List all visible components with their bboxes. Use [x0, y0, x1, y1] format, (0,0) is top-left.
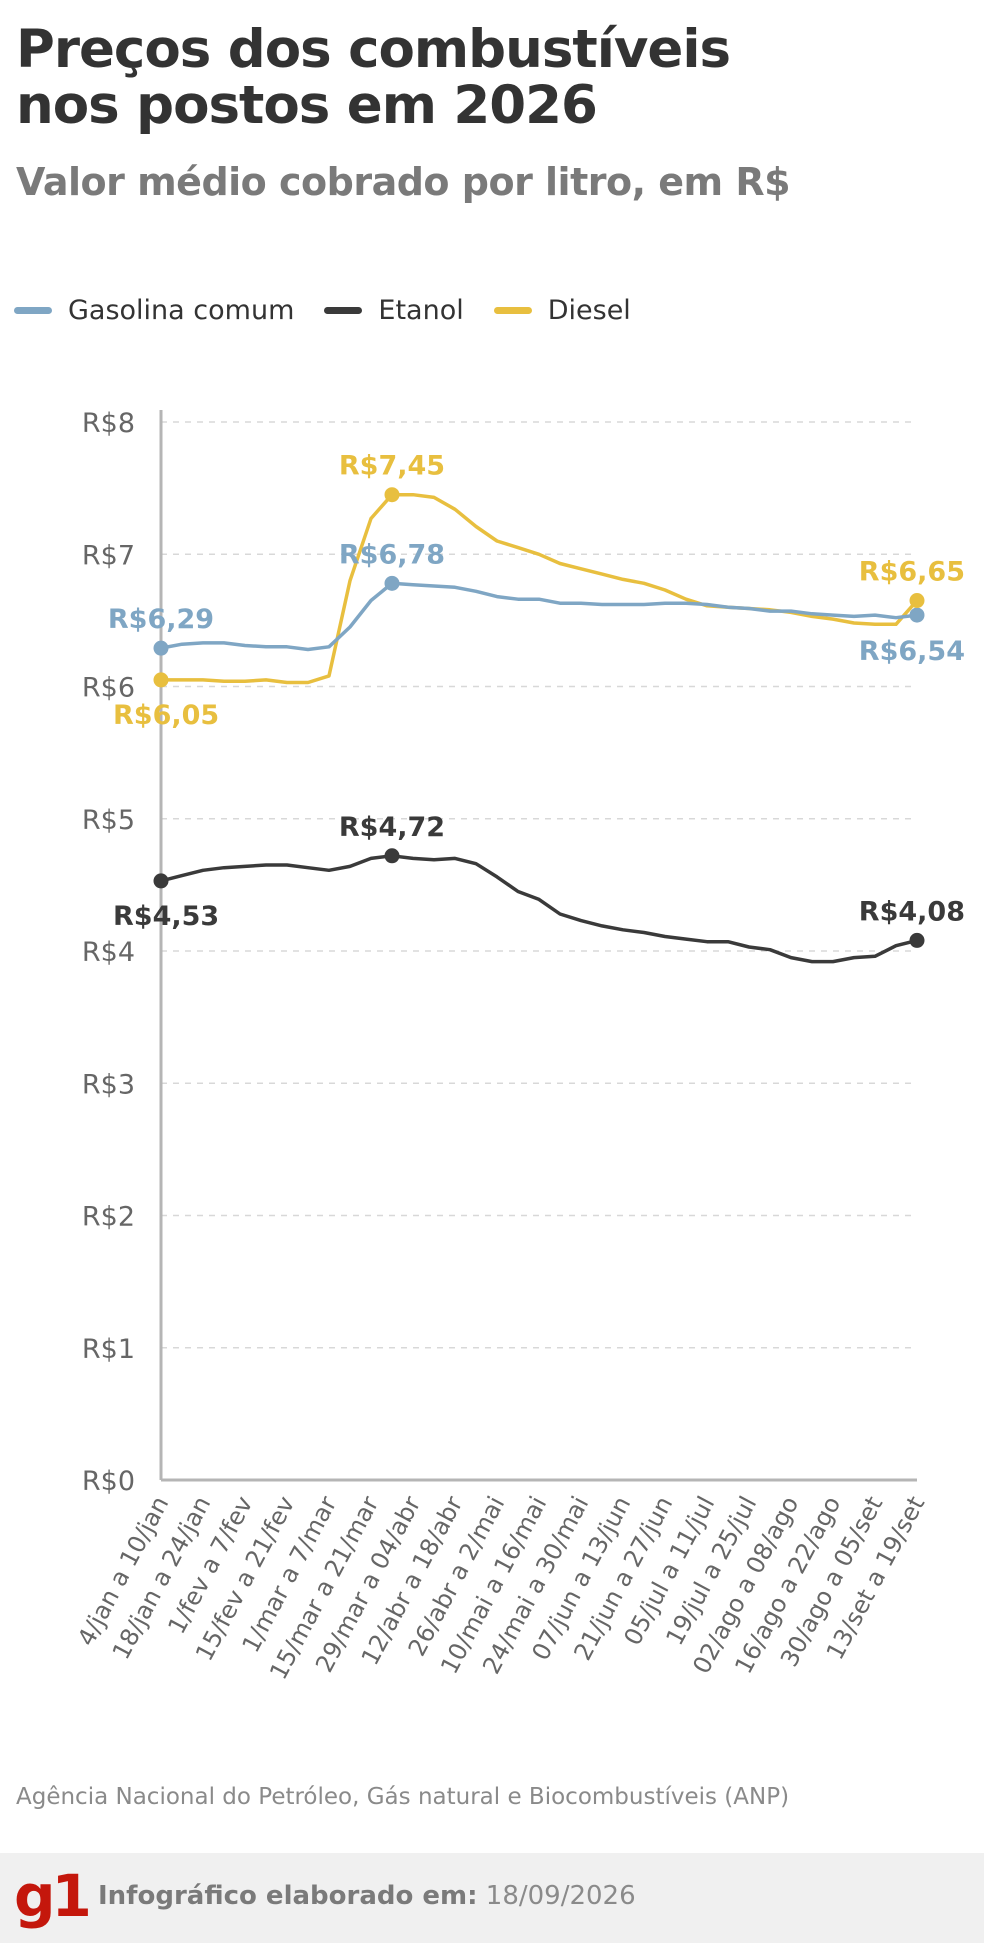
y-tick-label: R$7: [82, 540, 135, 571]
legend-swatch-diesel: [493, 307, 532, 314]
footer: g1 Infográfico elaborado em: 18/09/2026: [0, 1853, 984, 1943]
y-tick-label: R$1: [82, 1334, 135, 1365]
marker-diesel-peak: [384, 487, 400, 503]
marker-etanol-end: [909, 932, 925, 948]
label-gasolina-end: R$6,54: [859, 636, 965, 667]
label-etanol-start: R$4,53: [113, 901, 219, 932]
legend-item-etanol: Etanol: [324, 295, 464, 326]
y-tick-label: R$5: [82, 805, 135, 836]
legend-label-diesel: Diesel: [547, 295, 631, 326]
footer-date: 18/09/2026: [485, 1881, 636, 1911]
page-subtitle: Valor médio cobrado por litro, em R$: [16, 160, 791, 204]
marker-gasolina-start: [153, 640, 169, 656]
y-tick-label: R$2: [82, 1202, 135, 1233]
y-tick-label: R$4: [82, 937, 135, 968]
legend-swatch-gasolina: [14, 307, 52, 314]
y-tick-label: R$0: [82, 1466, 135, 1497]
title-line-2: nos postos em 2026: [16, 75, 598, 136]
source-note: Agência Nacional do Petróleo, Gás natura…: [16, 1784, 790, 1810]
label-diesel-peak: R$7,45: [339, 451, 445, 482]
series-line-1: [159, 854, 919, 964]
label-etanol-peak: R$4,72: [339, 812, 445, 843]
label-gasolina-peak: R$6,78: [339, 539, 445, 570]
label-etanol-end: R$4,08: [859, 896, 965, 927]
g1-logo: g1: [14, 1862, 92, 1930]
y-tick-label: R$8: [82, 408, 135, 439]
y-tick-label: R$3: [82, 1069, 135, 1100]
legend-swatch-etanol: [324, 307, 363, 314]
legend-label-gasolina: Gasolina comum: [68, 295, 295, 326]
title-line-1: Preços dos combustíveis: [16, 19, 731, 80]
marker-gasolina-end: [909, 607, 925, 623]
marker-diesel-start: [153, 672, 169, 688]
marker-etanol-start: [153, 873, 169, 889]
y-tick-label: R$6: [82, 673, 135, 704]
line-chart: R$0R$1R$2R$3R$4R$5R$6R$7R$84/jan a 10/ja…: [72, 408, 965, 1680]
marker-gasolina-peak: [384, 575, 400, 591]
marker-etanol-peak: [384, 848, 400, 864]
legend-label-etanol: Etanol: [378, 295, 464, 326]
page-title: Preços dos combustíveis nos postos em 20…: [16, 22, 966, 134]
series-line-2: [159, 492, 919, 685]
series-line-0: [159, 581, 919, 652]
chart-legend: Gasolina comum Etanol Diesel: [14, 295, 661, 326]
label-gasolina-start: R$6,29: [108, 604, 214, 635]
marker-diesel-end: [909, 593, 925, 609]
label-diesel-start: R$6,05: [113, 700, 219, 731]
legend-item-gasolina: Gasolina comum: [14, 295, 294, 326]
legend-item-diesel: Diesel: [493, 295, 631, 326]
footer-credit: Infográfico elaborado em: 18/09/2026: [98, 1881, 636, 1911]
label-diesel-end: R$6,65: [859, 557, 965, 588]
footer-label: Infográfico elaborado em:: [98, 1881, 478, 1911]
